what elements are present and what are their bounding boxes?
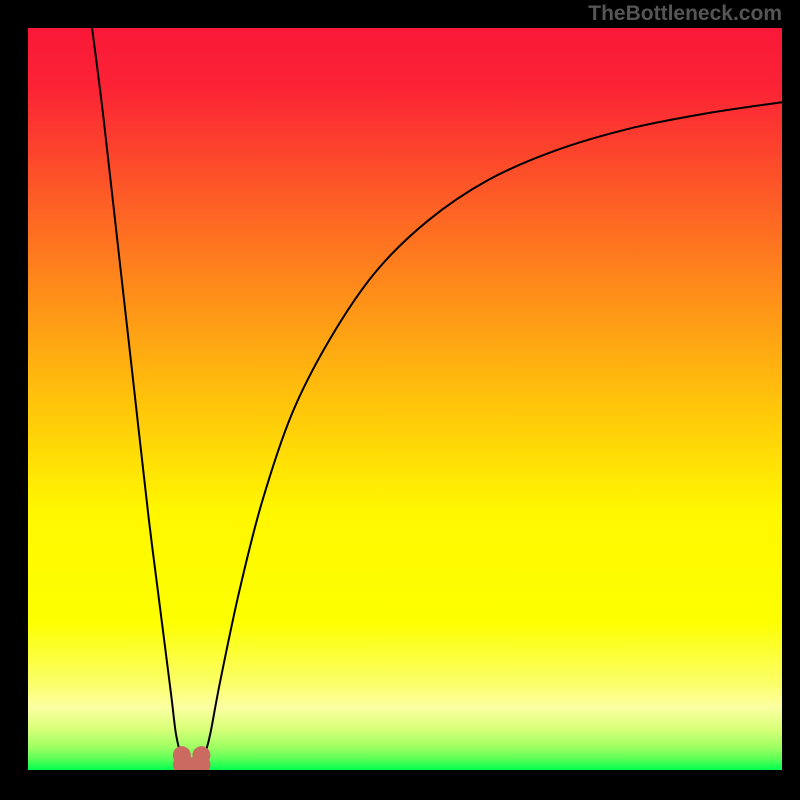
- attribution-label: TheBottleneck.com: [588, 2, 782, 26]
- bottleneck-chart: [0, 0, 800, 800]
- gradient-background: [28, 28, 782, 770]
- chart-container: TheBottleneck.com: [0, 0, 800, 800]
